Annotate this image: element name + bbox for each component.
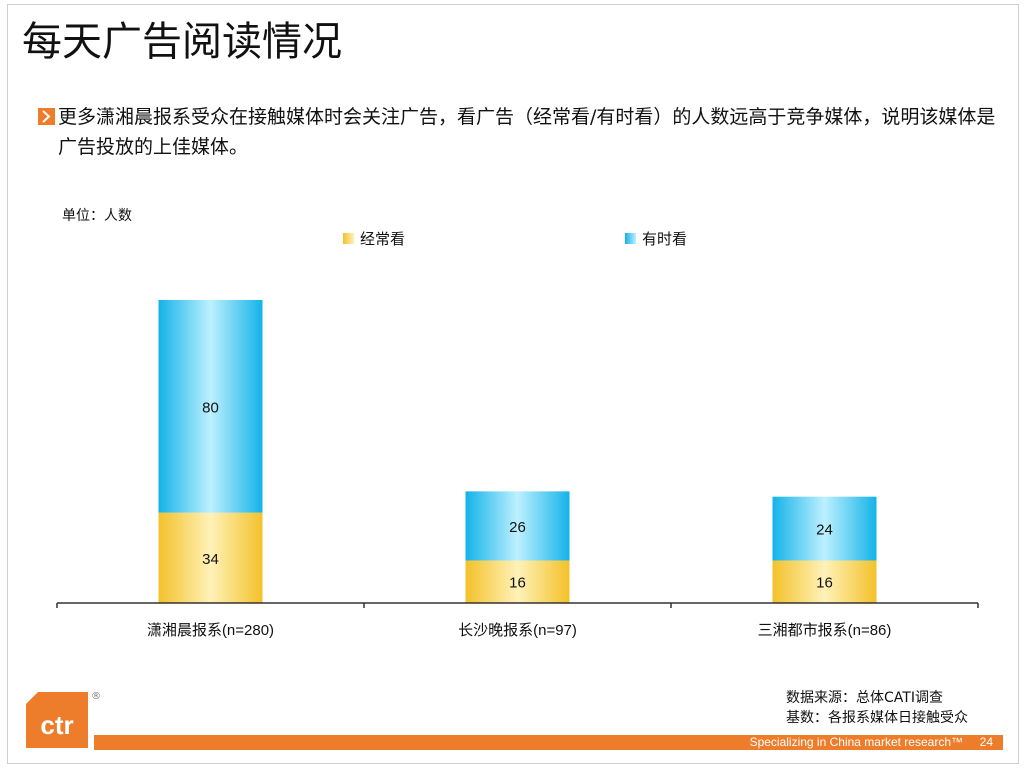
logo-text: ctr [40,710,73,740]
data-label: 16 [816,575,833,592]
unit-label: 单位：人数 [62,208,132,224]
data-label: 80 [202,399,219,416]
bar-sometimes-0 [158,300,263,513]
category-label: 三湘都市报系(n=86) [758,622,892,639]
category-label: 长沙晚报系(n=97) [458,622,577,639]
base-line: 基数：各报系媒体日接触受众 [786,710,968,726]
slide-frame [7,4,1019,764]
data-label: 24 [816,522,833,539]
category-label: 潇湘晨报系(n=280) [147,622,274,639]
legend-swatch-often [343,233,354,244]
registered-mark-icon: ® [91,691,101,702]
bullet-text: 更多潇湘晨报系受众在接触媒体时会关注广告，看广告（经常看/有时看）的人数远高于竞… [58,106,996,158]
slide-title: 每天广告阅读情况 [22,19,342,65]
bar-sometimes-1 [465,491,570,561]
page-number: 24 [979,735,993,749]
legend-label-sometimes: 有时看 [642,230,688,248]
legend-label-often: 经常看 [360,230,406,248]
arrow-bullet-icon [38,108,55,125]
source-line: 数据来源：总体CATI调查 [786,690,943,706]
footer-tagline: Specializing in China market research™ [749,735,963,749]
bar-often-0 [158,512,263,603]
bar-sometimes-2 [772,496,877,561]
ctr-logo-icon: ctr [24,690,88,750]
data-label: 16 [509,575,526,592]
bar-often-2 [772,560,877,603]
data-label: 26 [509,519,526,536]
footer-bar: Specializing in China market research™ 2… [94,735,1003,750]
legend-swatch-sometimes [625,233,636,244]
bar-often-1 [465,560,570,603]
source-notes: 数据来源：总体CATI调查 基数：各报系媒体日接触受众 [786,688,968,728]
data-label: 34 [202,551,219,568]
